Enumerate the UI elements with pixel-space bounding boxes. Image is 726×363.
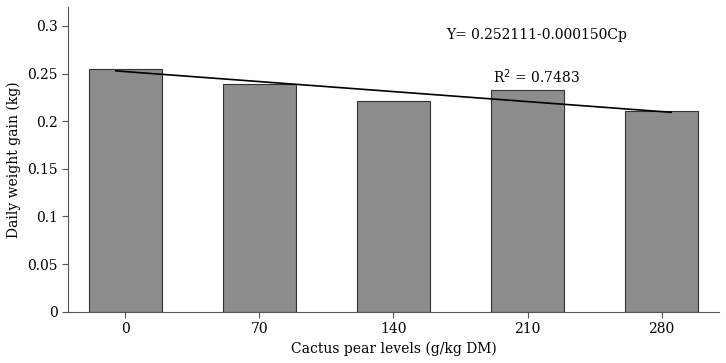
Y-axis label: Daily weight gain (kg): Daily weight gain (kg) xyxy=(7,81,21,238)
Bar xyxy=(357,101,430,312)
Text: R$^{2}$ = 0.7483: R$^{2}$ = 0.7483 xyxy=(493,68,580,86)
Text: Y= 0.252111-0.000150Cp: Y= 0.252111-0.000150Cp xyxy=(446,28,627,42)
Bar xyxy=(625,111,698,312)
Bar xyxy=(223,84,295,312)
X-axis label: Cactus pear levels (g/kg DM): Cactus pear levels (g/kg DM) xyxy=(290,342,497,356)
Bar xyxy=(89,69,162,312)
Bar xyxy=(492,90,564,312)
